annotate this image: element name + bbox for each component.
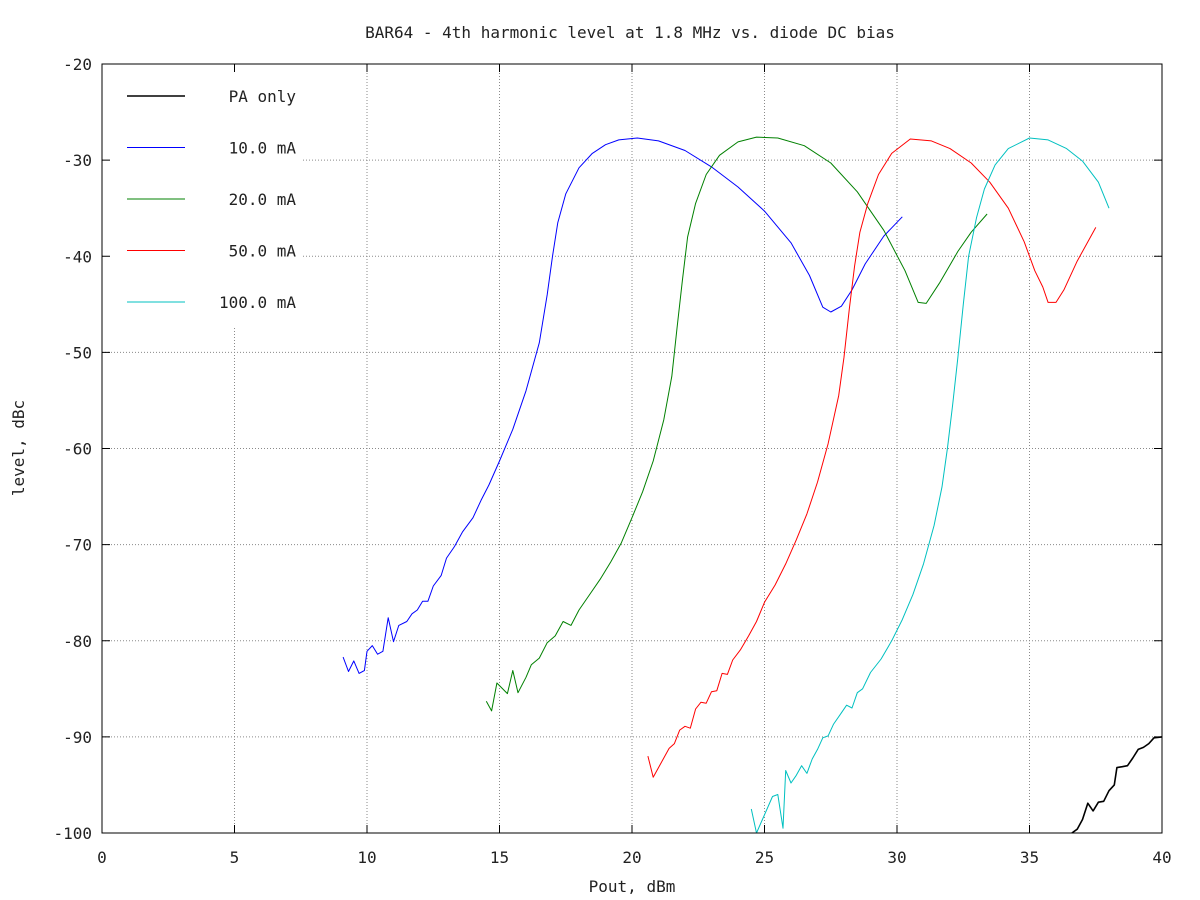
series-line-1000ma — [750, 137, 1110, 834]
x-tick-label: 40 — [1152, 848, 1171, 867]
x-tick-label: 30 — [887, 848, 906, 867]
y-tick-label: -80 — [63, 632, 92, 651]
x-tick-label: 5 — [230, 848, 240, 867]
chart-title: BAR64 - 4th harmonic level at 1.8 MHz vs… — [365, 23, 895, 42]
series-line-pa-only — [1071, 736, 1163, 834]
legend-label: 20.0 mA — [229, 190, 297, 209]
axis-ticks: 0 5 10 15 20 25 30 35 40 -20 -30 -40 -50 -60 -70 -80 -90… — [53, 55, 1171, 867]
series-line-100ma — [342, 137, 903, 674]
y-tick-label: -20 — [63, 55, 92, 74]
y-tick-label: -30 — [63, 151, 92, 170]
data-series — [342, 136, 1163, 834]
series-line-200ma — [485, 136, 988, 712]
x-tick-label: 35 — [1020, 848, 1039, 867]
y-tick-label: -90 — [63, 728, 92, 747]
y-axis-label: level, dBc — [9, 400, 28, 496]
y-tick-label: -100 — [53, 824, 92, 843]
grid — [102, 64, 1162, 833]
series-line-500ma — [647, 138, 1097, 778]
x-tick-label: 20 — [622, 848, 641, 867]
x-tick-label: 15 — [490, 848, 509, 867]
x-axis-label: Pout, dBm — [589, 877, 676, 896]
legend-label: 100.0 mA — [219, 293, 296, 312]
x-tick-label: 25 — [755, 848, 774, 867]
x-tick-label: 10 — [357, 848, 376, 867]
legend-label: 50.0 mA — [229, 242, 297, 261]
y-tick-label: -70 — [63, 536, 92, 555]
legend: PA only 10.0 mA 20.0 mA 50.0 mA 100.0 mA — [103, 70, 303, 328]
y-tick-label: -50 — [63, 343, 92, 362]
y-tick-label: -40 — [63, 247, 92, 266]
legend-label: PA only — [229, 87, 297, 106]
y-tick-label: -60 — [63, 440, 92, 459]
x-tick-label: 0 — [97, 848, 107, 867]
legend-label: 10.0 mA — [229, 139, 297, 158]
